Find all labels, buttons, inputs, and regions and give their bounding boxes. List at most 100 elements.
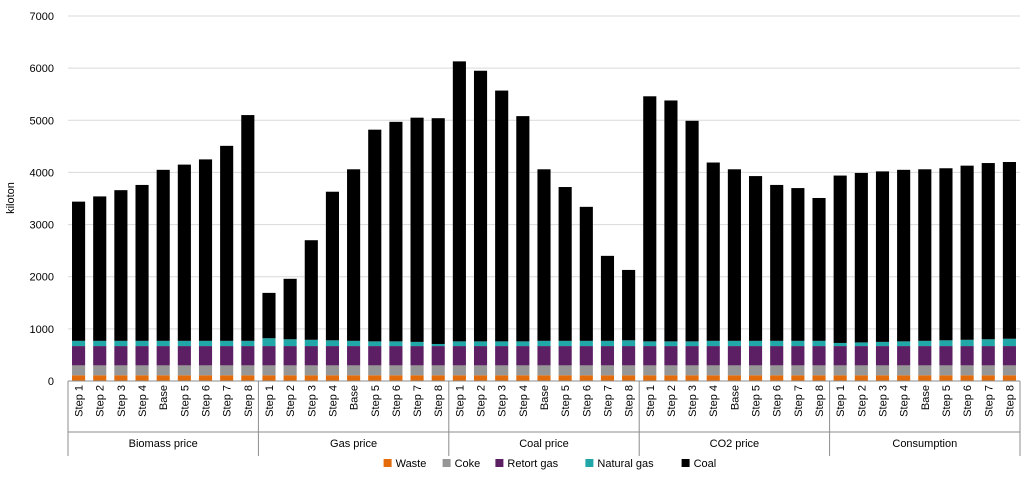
x-tick-label: Base <box>920 385 932 410</box>
x-tick-label: Base <box>349 385 361 410</box>
bar-segment-waste <box>748 375 763 381</box>
legend-swatch <box>681 459 690 467</box>
bar-segment-natural-gas <box>93 340 107 347</box>
bar-segment-waste <box>812 375 826 381</box>
bar-segment-coal <box>981 163 995 340</box>
legend-swatch <box>585 459 594 467</box>
bar-segment-coke <box>304 365 318 376</box>
bar-segment-retort-gas <box>727 346 741 366</box>
bar-segment-retort-gas <box>706 346 720 366</box>
x-tick-label: Step 6 <box>772 385 784 417</box>
bar-segment-coal <box>325 191 340 341</box>
bar-segment-coal <box>727 169 741 341</box>
bar-segment-coke <box>537 365 551 376</box>
bar-segment-coal <box>495 90 509 342</box>
x-tick-label: Step 2 <box>666 385 678 417</box>
bar-segment-coke <box>685 365 699 376</box>
bar-segment-coal <box>685 120 699 342</box>
bar-segment-coal <box>579 206 593 341</box>
bar-segment-waste <box>791 375 805 381</box>
bar-segment-coal <box>283 278 297 340</box>
bar-segment-natural-gas <box>537 340 551 347</box>
bar-segment-retort-gas <box>981 346 995 366</box>
bar-segment-coal <box>431 118 445 344</box>
bar-segment-retort-gas <box>93 346 107 366</box>
bar-segment-waste <box>727 375 741 381</box>
bar-segment-retort-gas <box>685 346 699 366</box>
bar-segment-coke <box>664 365 678 376</box>
x-tick-label: Step 2 <box>476 385 488 417</box>
bar-segment-coal <box>452 61 466 342</box>
bar-segment-retort-gas <box>389 346 403 366</box>
bar-segment-waste <box>622 375 636 381</box>
y-tick-label: 5000 <box>30 115 54 127</box>
x-tick-label: Step 1 <box>74 385 86 417</box>
x-tick-label: Step 6 <box>391 385 403 417</box>
bar-segment-coke <box>854 365 868 376</box>
bar-segment-retort-gas <box>579 346 593 366</box>
bar-segment-waste <box>347 375 361 381</box>
legend-swatch <box>383 459 392 467</box>
bar-segment-retort-gas <box>600 346 615 366</box>
bar-segment-retort-gas <box>854 346 868 366</box>
bar-segment-natural-gas <box>706 340 720 347</box>
bar-segment-coke <box>452 365 466 376</box>
bar-segment-coal <box>347 169 361 341</box>
bar-segment-retort-gas <box>558 346 572 366</box>
bar-segment-waste <box>156 375 170 381</box>
bar-segment-natural-gas <box>643 341 657 347</box>
bar-segment-coke <box>918 365 932 376</box>
bar-segment-coke <box>262 365 276 376</box>
bar-segment-retort-gas <box>748 346 763 366</box>
group-label: Coal price <box>519 438 569 450</box>
bar-segment-coal <box>389 121 403 342</box>
bar-segment-natural-gas <box>939 340 953 347</box>
bar-segment-natural-gas <box>368 341 382 347</box>
bar-segment-coal <box>960 165 974 340</box>
bar-segment-natural-gas <box>304 339 318 347</box>
bar-segment-retort-gas <box>875 346 890 366</box>
bar-segment-retort-gas <box>241 346 255 366</box>
bar-segment-retort-gas <box>1002 346 1016 366</box>
bar-segment-natural-gas <box>918 340 932 347</box>
x-tick-label: Base <box>539 385 551 410</box>
bar-segment-coke <box>283 365 297 376</box>
bar-segment-waste <box>93 375 107 381</box>
bar-segment-waste <box>685 375 699 381</box>
y-tick-label: 7000 <box>30 11 54 23</box>
bar-segment-coke <box>833 365 847 376</box>
x-tick-label: Step 8 <box>1004 385 1016 417</box>
x-tick-label: Step 3 <box>306 385 318 417</box>
legend-label: Coal <box>694 458 717 470</box>
bar-segment-waste <box>114 375 128 381</box>
bar-segment-natural-gas <box>241 340 255 347</box>
bar-segment-natural-gas <box>156 340 170 347</box>
bar-segment-retort-gas <box>495 346 509 366</box>
x-tick-label: Step 6 <box>201 385 213 417</box>
bar-segment-natural-gas <box>283 339 297 347</box>
bar-segment-coal <box>854 172 868 343</box>
bar-segment-waste <box>452 375 466 381</box>
bar-segment-coal <box>622 269 636 341</box>
bar-segment-coal <box>833 175 847 343</box>
bar-segment-natural-gas <box>72 340 86 347</box>
x-tick-label: Step 5 <box>370 385 382 417</box>
bar-segment-coal <box>368 129 382 342</box>
bar-segment-retort-gas <box>770 346 784 366</box>
x-tick-label: Step 4 <box>899 385 911 417</box>
bar-segment-retort-gas <box>960 346 974 366</box>
bar-segment-natural-gas <box>579 340 593 347</box>
bar-segment-coke <box>72 365 86 376</box>
legend-swatch <box>442 459 451 467</box>
bar-segment-waste <box>770 375 784 381</box>
bar-segment-waste <box>72 375 86 381</box>
x-tick-label: Step 2 <box>285 385 297 417</box>
bars <box>72 61 1016 381</box>
bar-segment-waste <box>325 375 340 381</box>
x-tick-label: Step 3 <box>877 385 889 417</box>
bar-segment-coke <box>473 365 488 376</box>
bar-segment-waste <box>875 375 890 381</box>
bar-segment-waste <box>537 375 551 381</box>
bar-segment-natural-gas <box>791 340 805 347</box>
